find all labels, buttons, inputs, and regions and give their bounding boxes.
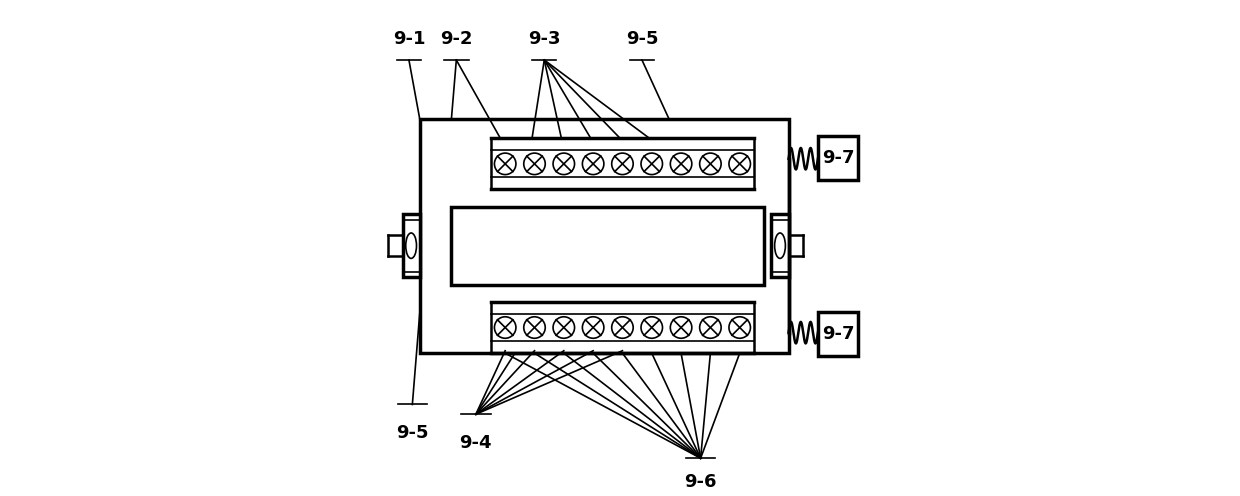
Text: 9-5: 9-5 — [626, 30, 658, 48]
Text: 9-7: 9-7 — [822, 324, 854, 343]
Text: 9-4: 9-4 — [460, 434, 492, 452]
Text: 9-5: 9-5 — [396, 424, 429, 442]
Polygon shape — [451, 207, 764, 285]
Text: 9-6: 9-6 — [684, 473, 717, 491]
Polygon shape — [771, 214, 789, 277]
Text: 9-2: 9-2 — [440, 30, 472, 48]
Polygon shape — [419, 119, 789, 353]
Text: 9-3: 9-3 — [528, 30, 560, 48]
Polygon shape — [403, 214, 419, 277]
Text: 9-1: 9-1 — [393, 30, 425, 48]
Text: 9-7: 9-7 — [822, 149, 854, 167]
Bar — [818, 311, 858, 356]
Bar — [818, 136, 858, 180]
